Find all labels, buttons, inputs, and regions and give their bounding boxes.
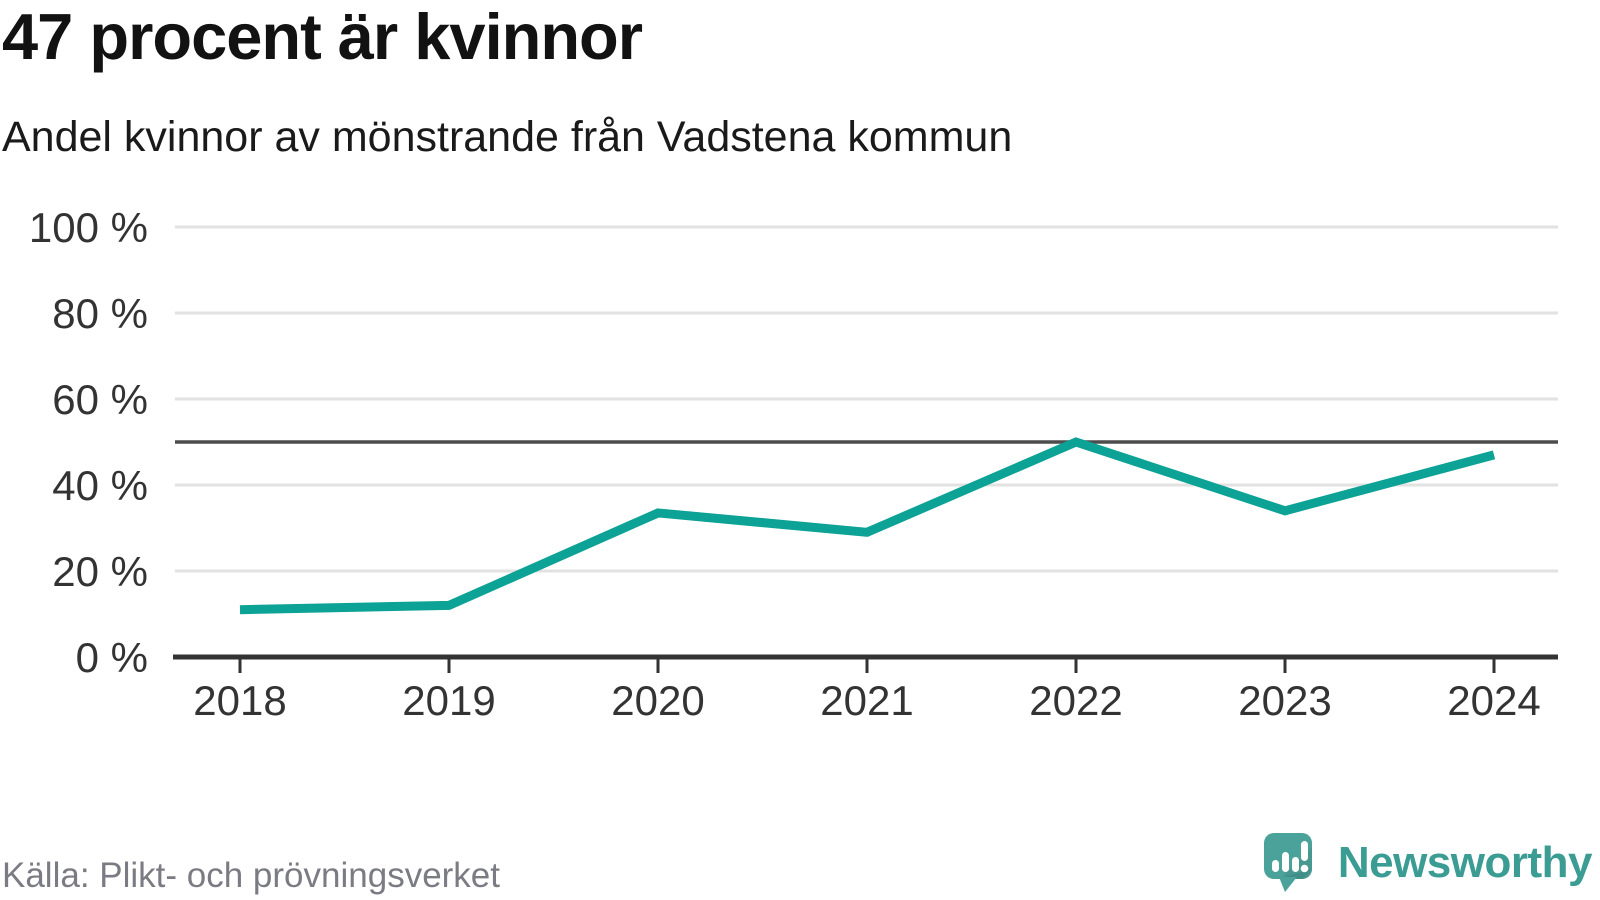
x-tick-label-2020: 2020 bbox=[611, 677, 704, 724]
source-label: Källa: Plikt- och prövningsverket bbox=[2, 856, 500, 895]
brand-logo: Newsworthy bbox=[1263, 833, 1593, 893]
newsworthy-logo-icon bbox=[1263, 833, 1312, 892]
x-tick-label-2021: 2021 bbox=[820, 677, 913, 724]
data-line-Andel kvinnor av mönstrande bbox=[239, 437, 1496, 615]
x-tick-label-2019: 2019 bbox=[402, 677, 495, 724]
y-tick-label-80: 80 % bbox=[52, 290, 148, 337]
y-tick-label-100: 100 % bbox=[29, 204, 148, 251]
chart-title: 47 procent är kvinnor bbox=[2, 0, 643, 73]
y-tick-label-40: 40 % bbox=[52, 462, 148, 509]
x-tick-label-2023: 2023 bbox=[1238, 677, 1331, 724]
brand-name: Newsworthy bbox=[1337, 838, 1593, 887]
y-tick-label-0: 0 % bbox=[76, 634, 148, 681]
y-tick-label-20: 20 % bbox=[52, 548, 148, 595]
x-tick-label-2024: 2024 bbox=[1447, 677, 1540, 724]
x-tick-label-2022: 2022 bbox=[1029, 677, 1122, 724]
y-tick-label-60: 60 % bbox=[52, 376, 148, 423]
x-tick-label-2018: 2018 bbox=[193, 677, 286, 724]
chart-subtitle: Andel kvinnor av mönstrande från Vadsten… bbox=[2, 113, 1013, 161]
